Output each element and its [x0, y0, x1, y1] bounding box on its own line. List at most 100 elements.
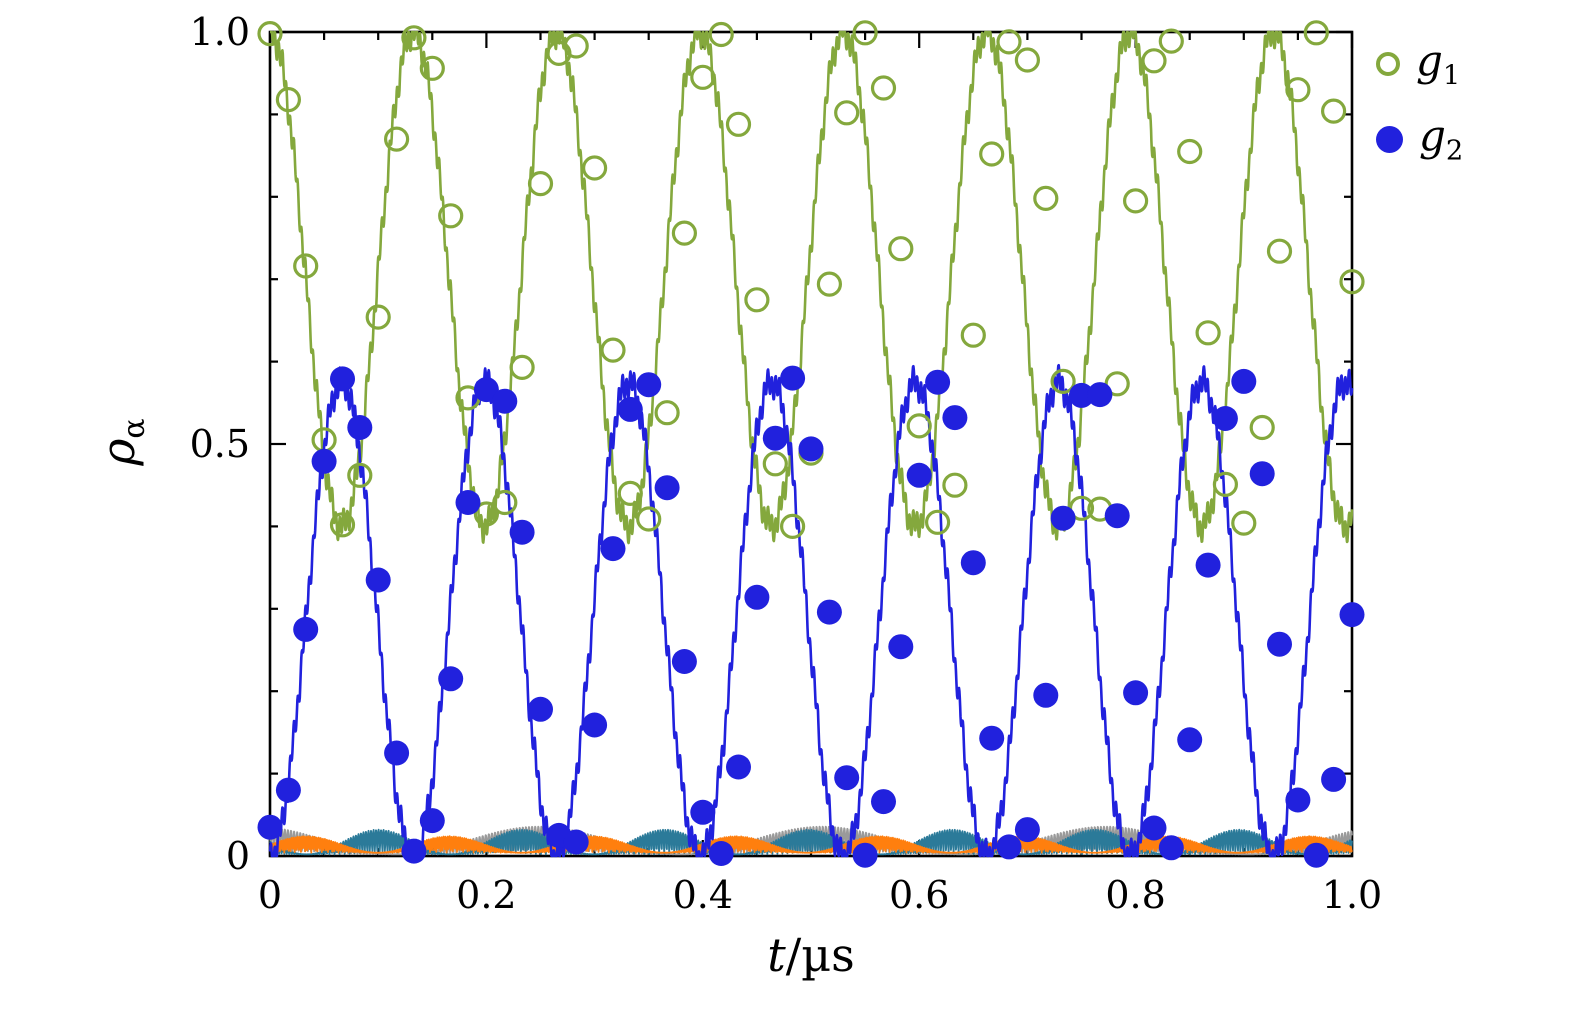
- legend-label-g1: g1: [1416, 36, 1460, 91]
- g1-point: [1320, 98, 1347, 124]
- g2-point: [636, 372, 662, 398]
- x-tick-label: 0.2: [456, 873, 516, 917]
- g2-point: [925, 369, 951, 395]
- g2-point: [275, 777, 301, 803]
- y-tick-label: 0: [226, 834, 250, 878]
- g2-point: [1158, 835, 1184, 861]
- legend-entry-g1: g1: [1376, 36, 1463, 91]
- g1-point: [492, 489, 518, 516]
- g1-point: [1158, 28, 1184, 54]
- g2-point: [1249, 461, 1275, 487]
- g1-point: [779, 513, 806, 540]
- open-circle-marker-icon: [1376, 51, 1400, 76]
- g1-point: [852, 20, 878, 46]
- g2-point: [455, 490, 481, 515]
- g2-point: [365, 567, 391, 593]
- g2-point: [1212, 406, 1238, 431]
- g1-point: [1212, 471, 1239, 497]
- x-tick-label: 1.0: [1322, 873, 1382, 917]
- g2-point: [852, 842, 878, 868]
- g1-point: [563, 33, 589, 59]
- g1-point: [1266, 238, 1293, 264]
- legend-label-g1-sub: 1: [1442, 60, 1461, 92]
- g2-point: [419, 808, 445, 834]
- g1-point: [617, 480, 643, 506]
- g2-point: [1033, 682, 1059, 708]
- g2-point: [617, 396, 643, 422]
- y-axis-label-symbol: ρ: [91, 438, 145, 466]
- filled-circle-marker-icon: [1376, 125, 1403, 153]
- g2-point: [1069, 382, 1094, 408]
- g1-point: [1014, 47, 1041, 73]
- g2-point: [762, 425, 788, 451]
- g1-point: [600, 337, 626, 363]
- g2-point: [690, 799, 716, 825]
- g1-point: [654, 400, 680, 426]
- g1-point: [275, 86, 301, 113]
- g1-point: [419, 55, 445, 81]
- g1-point: [816, 271, 843, 297]
- g2-point: [600, 536, 626, 562]
- g2-point: [401, 838, 427, 864]
- legend: g1 g2: [1376, 36, 1463, 167]
- g1-point: [979, 141, 1005, 167]
- g1-point: [293, 253, 319, 279]
- g2-point: [1104, 503, 1130, 529]
- g1-point: [1122, 188, 1149, 214]
- g1-point: [996, 29, 1022, 55]
- g2-point: [311, 448, 337, 474]
- g1-point: [581, 155, 608, 181]
- g2-point: [654, 475, 680, 501]
- x-tick-label: 0: [258, 873, 282, 917]
- x-axis-label-unit: µs: [801, 928, 855, 982]
- g1-point: [1033, 185, 1059, 211]
- line-g2-line: [268, 363, 1354, 858]
- g2-point: [293, 616, 319, 642]
- g1-point: [888, 236, 914, 262]
- g2-point: [473, 377, 499, 403]
- g2-point: [834, 765, 860, 791]
- g2-point: [1050, 505, 1076, 531]
- g1-point: [942, 472, 968, 498]
- g1-point: [347, 462, 373, 488]
- x-axis-label-variable: t: [767, 928, 786, 982]
- g2-point: [671, 649, 697, 674]
- g2-point: [347, 415, 373, 440]
- g2-point: [1141, 815, 1167, 841]
- g1-point: [384, 126, 410, 152]
- g1-point: [671, 220, 698, 246]
- g2-point: [1177, 727, 1203, 753]
- g2-point: [1267, 631, 1292, 657]
- g2-point: [1231, 368, 1257, 394]
- g1-point: [257, 20, 283, 47]
- g2-point: [330, 366, 355, 392]
- x-axis-label: t/µs: [270, 930, 1352, 981]
- g1-point: [906, 413, 932, 439]
- g2-point: [780, 365, 806, 391]
- y-axis-label-subscript: α: [117, 418, 153, 439]
- g1-point: [636, 506, 662, 532]
- g1-point: [762, 451, 788, 477]
- g1-point: [509, 354, 535, 380]
- g2-point: [1014, 817, 1040, 843]
- g2-point: [798, 436, 824, 462]
- g2-point: [1339, 602, 1365, 628]
- g1-point: [1231, 510, 1257, 536]
- g2-point: [1321, 766, 1347, 792]
- legend-entry-g2: g2: [1376, 111, 1463, 167]
- g1-point: [1177, 138, 1203, 165]
- g1-point: [870, 75, 897, 101]
- g2-point: [438, 666, 464, 692]
- g2-point: [1285, 787, 1311, 813]
- g2-point: [1303, 842, 1329, 868]
- g2-point: [257, 814, 283, 840]
- g1-point: [1285, 77, 1311, 103]
- x-axis-label-separator: /: [785, 928, 802, 982]
- g2-point: [979, 725, 1005, 751]
- y-tick-label: 0.5: [190, 422, 250, 466]
- g1-point: [960, 322, 986, 348]
- g1-point: [473, 501, 499, 527]
- g2-point: [563, 829, 589, 855]
- g1-point: [1339, 269, 1365, 295]
